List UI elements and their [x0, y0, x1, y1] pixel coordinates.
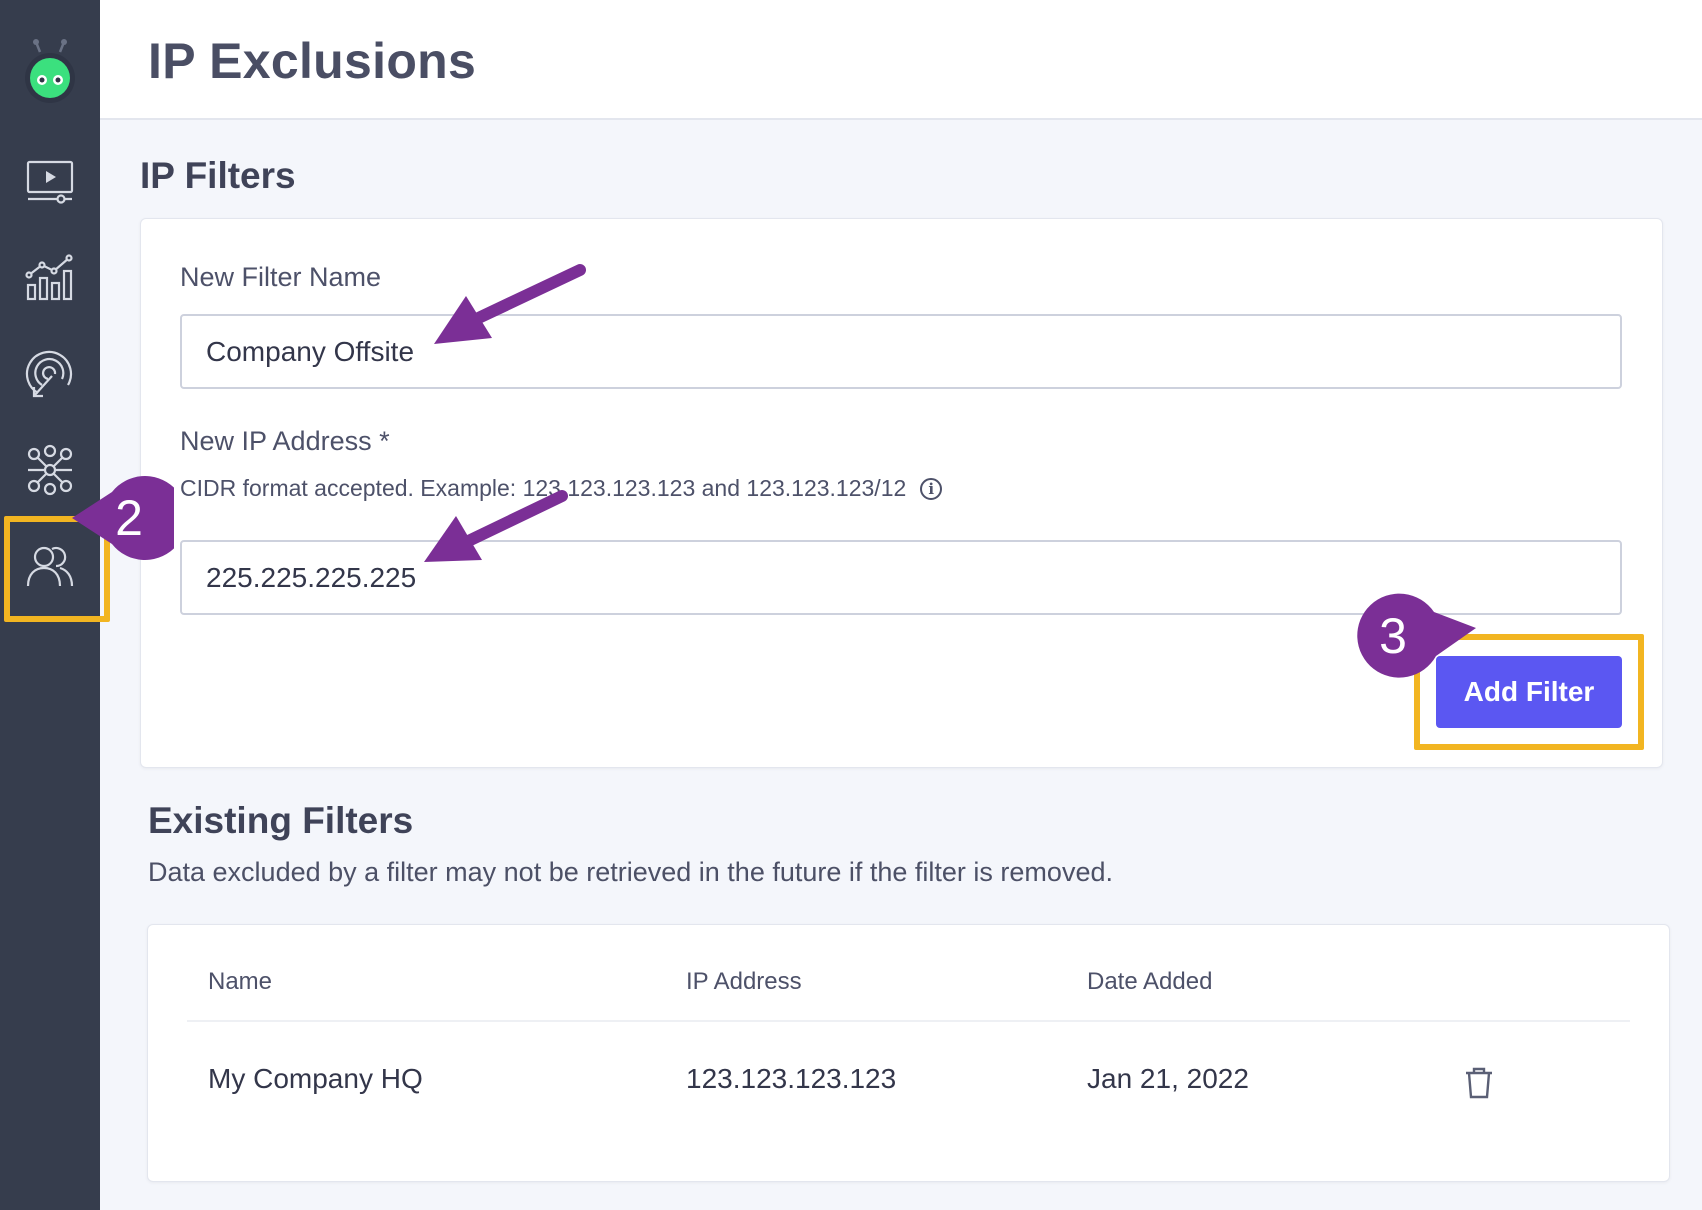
network-hub-icon	[27, 444, 73, 496]
filter-name-label: New Filter Name	[180, 262, 382, 292]
existing-filters-title: Existing Filters	[148, 800, 414, 841]
ip-address-hint-text: CIDR format accepted. Example: 123.123.1…	[180, 475, 907, 501]
step-3-badge: 3	[1350, 590, 1476, 682]
table-header-divider	[187, 1020, 1630, 1022]
filter-name-input[interactable]	[180, 314, 1622, 389]
ip-address-input[interactable]	[180, 540, 1622, 615]
sidebar-item-users[interactable]	[0, 522, 100, 612]
ip-address-label: New IP Address *	[180, 426, 390, 456]
page-header	[100, 0, 1702, 120]
sidebar-item-analytics[interactable]	[0, 233, 100, 323]
info-icon[interactable]: i	[920, 477, 943, 500]
column-header-date-added: Date Added	[1087, 968, 1213, 995]
target-cursor-icon	[25, 350, 73, 398]
users-highlight-box	[4, 516, 110, 622]
step-2-badge: 2	[64, 472, 174, 564]
sidebar	[0, 0, 100, 1210]
row-ip-address: 123.123.123.123	[686, 1063, 897, 1094]
robot-logo-icon	[25, 39, 75, 103]
step-2-number: 2	[115, 490, 143, 546]
ip-filters-title: IP Filters	[140, 155, 296, 196]
page-title: IP Exclusions	[148, 33, 477, 89]
existing-filters-table-card	[147, 924, 1670, 1182]
logo[interactable]	[0, 26, 100, 116]
column-header-ip-address: IP Address	[686, 968, 802, 995]
row-filter-name: My Company HQ	[208, 1063, 423, 1094]
video-player-icon	[26, 160, 74, 204]
sidebar-item-integrations[interactable]	[0, 425, 100, 515]
sidebar-item-videos[interactable]	[0, 137, 100, 227]
add-filter-highlight-box	[1414, 634, 1644, 750]
sidebar-item-targeting[interactable]	[0, 330, 100, 420]
users-icon	[26, 546, 74, 587]
column-header-name: Name	[208, 968, 273, 995]
ip-address-hint: CIDR format accepted. Example: 123.123.1…	[180, 475, 943, 502]
existing-filters-subtitle: Data excluded by a filter may not be ret…	[148, 857, 1113, 887]
row-date-added: Jan 21, 2022	[1087, 1063, 1249, 1094]
step-3-number: 3	[1379, 608, 1407, 664]
add-filter-button[interactable]: Add Filter	[1436, 656, 1622, 728]
trash-icon[interactable]	[1464, 1066, 1494, 1100]
analytics-chart-icon	[25, 254, 73, 301]
